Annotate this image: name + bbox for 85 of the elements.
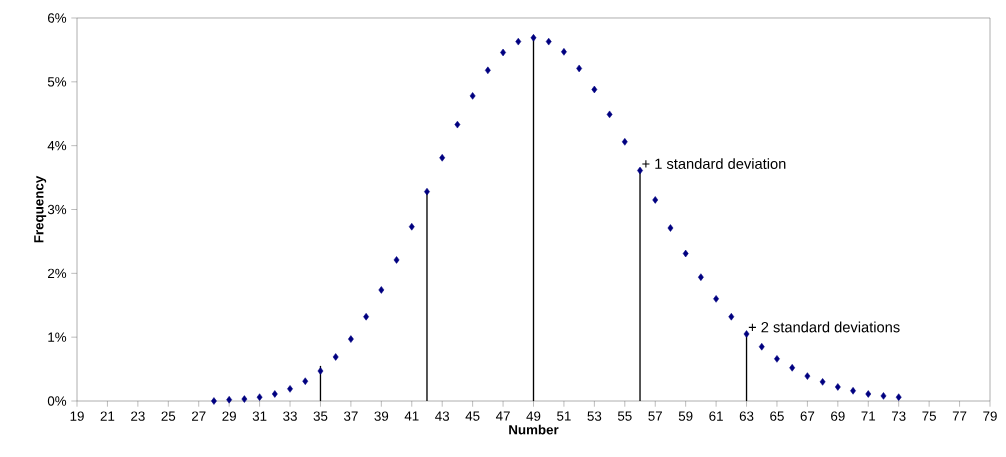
x-tick-label: 71 <box>861 411 876 421</box>
x-tick-label: 69 <box>831 411 845 421</box>
point <box>393 256 400 264</box>
y-tick-label: 4% <box>47 140 67 151</box>
point <box>211 397 217 405</box>
x-tick-label: 27 <box>191 411 206 421</box>
y-tick-label: 1% <box>48 332 67 342</box>
point <box>789 364 796 372</box>
point <box>895 393 902 401</box>
point <box>515 37 522 46</box>
x-tick-label: 63 <box>739 411 754 421</box>
x-tick-label: 37 <box>343 411 358 421</box>
point <box>819 378 826 386</box>
point <box>682 249 689 258</box>
x-tick-label: 33 <box>283 411 297 421</box>
point <box>317 367 324 375</box>
x-tick-label: 29 <box>222 411 236 421</box>
point <box>804 372 811 380</box>
point <box>743 330 750 338</box>
x-tick-label: 51 <box>557 411 571 421</box>
point <box>865 390 872 398</box>
x-tick-label: 31 <box>252 411 267 421</box>
annotation: + 1 standard deviation <box>642 158 786 169</box>
annotation: + 2 standard deviations <box>748 321 900 333</box>
point <box>439 154 446 162</box>
point <box>850 387 856 395</box>
point <box>287 385 293 393</box>
y-tick-label: 6% <box>48 13 67 23</box>
x-tick-label: 67 <box>800 411 815 421</box>
x-tick-label: 23 <box>131 411 145 421</box>
point <box>698 273 704 281</box>
y-tick-label: 3% <box>47 204 67 215</box>
x-tick-label: 65 <box>770 411 784 421</box>
point <box>408 223 415 231</box>
x-tick-label: 79 <box>983 411 997 421</box>
x-tick-label: 35 <box>313 411 328 421</box>
x-tick-label: 43 <box>435 411 450 421</box>
x-tick-label: 59 <box>678 411 693 421</box>
x-tick-label: 47 <box>495 411 510 421</box>
point <box>348 335 354 343</box>
point <box>256 393 263 401</box>
point <box>728 313 735 321</box>
point <box>363 313 369 321</box>
point <box>774 355 780 363</box>
point <box>241 395 248 403</box>
point <box>652 196 659 204</box>
x-tick-label: 39 <box>374 411 389 421</box>
x-tick-label: 25 <box>161 411 176 421</box>
point <box>576 64 583 73</box>
point <box>667 224 674 232</box>
point <box>834 383 841 391</box>
x-tick-label: 49 <box>526 411 541 421</box>
point <box>545 37 552 46</box>
y-tick-label: 0% <box>47 396 67 406</box>
point <box>561 48 567 56</box>
x-tick-label: 45 <box>465 411 480 421</box>
x-tick-label: 61 <box>709 411 723 421</box>
x-tick-label: 77 <box>952 411 967 421</box>
point <box>713 295 719 303</box>
point <box>226 395 233 404</box>
x-tick-label: 55 <box>617 411 632 421</box>
point <box>606 110 613 119</box>
point <box>302 377 309 385</box>
x-tick-label: 21 <box>100 411 115 421</box>
point <box>880 392 887 400</box>
point <box>621 138 628 146</box>
point <box>530 34 537 42</box>
x-tick-label: 57 <box>648 411 662 421</box>
x-tick-label: 41 <box>404 411 419 421</box>
y-tick-label: 2% <box>48 268 67 279</box>
x-axis-title: Number <box>509 424 559 435</box>
point <box>454 120 461 129</box>
y-axis-title: Frequency <box>34 175 47 243</box>
point <box>591 85 598 94</box>
point <box>378 286 385 294</box>
point <box>484 66 491 75</box>
point <box>758 343 765 351</box>
x-tick-label: 73 <box>891 411 906 421</box>
x-tick-label: 19 <box>70 411 84 421</box>
point <box>469 92 476 100</box>
point <box>271 390 278 398</box>
point <box>332 353 339 361</box>
x-tick-label: 75 <box>922 411 936 421</box>
x-tick-label: 53 <box>587 411 602 421</box>
y-tick-label: 5% <box>47 77 67 87</box>
